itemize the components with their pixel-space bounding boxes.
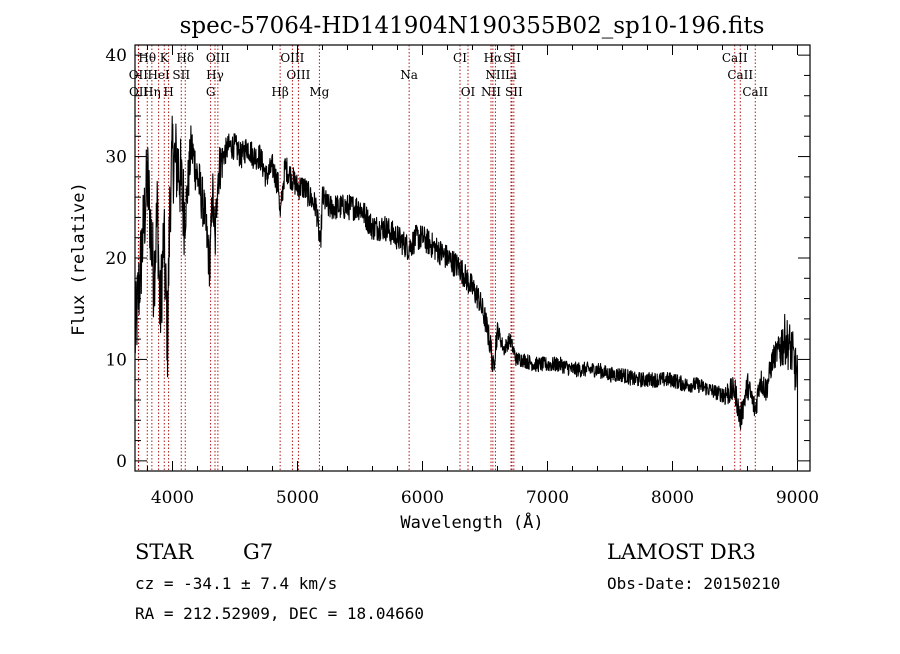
- coordinates: RA = 212.52909, DEC = 18.04660: [135, 604, 424, 623]
- spectral-line-markers: [137, 45, 756, 471]
- spectral-line-label: SII: [503, 51, 521, 65]
- spectral-line-label: G: [206, 85, 216, 99]
- spectral-line-label: CaII: [722, 51, 748, 65]
- spectral-line-label: OIII: [280, 51, 304, 65]
- spectral-line-label: Hα: [484, 51, 503, 65]
- object-subclass: G7: [243, 540, 274, 564]
- x-tick-label: 7000: [526, 488, 569, 508]
- spectral-line-label: K: [160, 51, 170, 65]
- spectral-line-label: Hδ: [176, 51, 194, 65]
- spectral-line-label: Hγ: [206, 68, 224, 82]
- chart-title: spec-57064-HD141904N190355B02_sp10-196.f…: [180, 13, 765, 39]
- spectral-line-label: Mg: [309, 85, 329, 99]
- y-tick-label: 0: [116, 452, 127, 472]
- spectral-line-label: SII: [172, 68, 190, 82]
- spectral-line-label: SII: [505, 85, 523, 99]
- y-tick-label: 20: [105, 249, 127, 269]
- x-axis-label: Wavelength (Å): [400, 511, 543, 533]
- redshift-cz: cz = -34.1 ± 7.4 km/s: [135, 574, 338, 593]
- spectral-line-label: Li: [505, 68, 517, 82]
- object-class: STAR: [135, 540, 194, 564]
- spectral-line-label: OIII: [206, 51, 230, 65]
- spectral-line-label: H: [163, 85, 173, 99]
- spectral-line-label: Hθ: [138, 51, 156, 65]
- spectral-line-label: Hη: [143, 85, 161, 99]
- spectral-line-label: HeI: [147, 68, 170, 82]
- spectral-line-label: CI: [453, 51, 467, 65]
- x-tick-label: 9000: [776, 488, 819, 508]
- x-tick-label: 5000: [276, 488, 319, 508]
- spectral-line-label: CaII: [742, 85, 768, 99]
- spectral-line-label: OIII: [286, 68, 310, 82]
- survey-name: LAMOST DR3: [607, 540, 756, 564]
- y-tick-label: 30: [105, 148, 127, 168]
- y-tick-label: 10: [105, 350, 127, 370]
- y-tick-label: 40: [105, 46, 127, 66]
- plot-frame: [134, 44, 811, 472]
- y-axis-ticks: 0 10 20 30 40: [105, 46, 810, 472]
- spectral-line-label: OI: [461, 85, 476, 99]
- spectral-line-label: Hβ: [271, 85, 288, 99]
- x-tick-label: 8000: [651, 488, 694, 508]
- spectral-line-label: Na: [400, 68, 418, 82]
- x-tick-label: 6000: [401, 488, 444, 508]
- spectral-line-label: NII: [485, 68, 505, 82]
- spectral-line-label: OII: [129, 85, 149, 99]
- y-axis-label: Flux (relative): [69, 182, 89, 336]
- observation-date: Obs-Date: 20150210: [607, 574, 781, 593]
- spectral-line-label: CaII: [727, 68, 753, 82]
- x-tick-label: 4000: [151, 488, 194, 508]
- spectrum-line: [134, 115, 799, 461]
- x-axis-ticks: 4000 5000 6000 7000 8000 9000: [147, 45, 819, 508]
- spectral-line-label: NII: [481, 85, 501, 99]
